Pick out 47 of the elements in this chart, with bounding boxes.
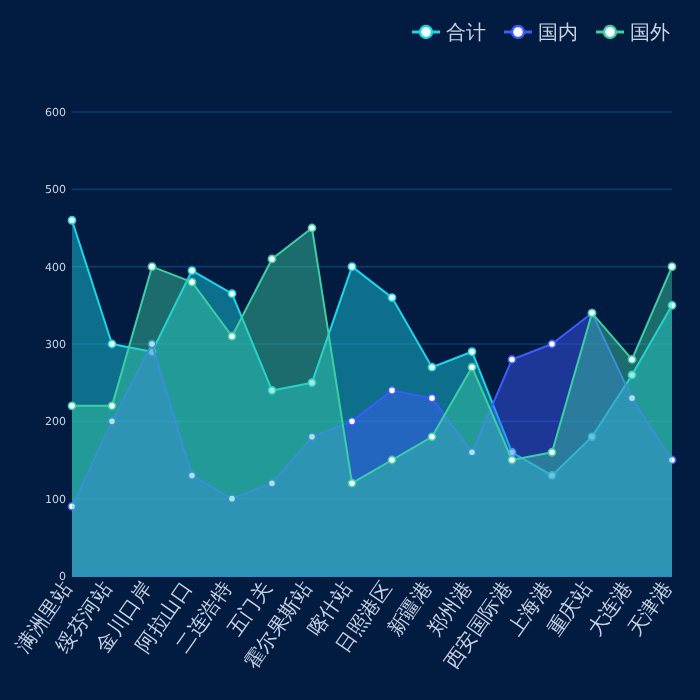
- point: [467, 347, 477, 357]
- point: [107, 401, 117, 411]
- point: [467, 362, 477, 372]
- point: [627, 393, 637, 403]
- point: [107, 416, 117, 426]
- point: [627, 370, 637, 380]
- point: [267, 386, 277, 395]
- point: [227, 289, 237, 299]
- point: [427, 362, 437, 372]
- point: [67, 401, 77, 411]
- legend-label: 国外: [630, 23, 670, 45]
- point: [187, 471, 197, 480]
- point: [267, 478, 277, 488]
- point: [227, 494, 237, 504]
- point: [147, 339, 157, 349]
- point: [507, 455, 517, 465]
- legend-label: 合计: [446, 21, 486, 45]
- point: [307, 378, 317, 388]
- point: [307, 223, 317, 233]
- point: [667, 300, 677, 310]
- point: [467, 447, 477, 457]
- point: [147, 262, 157, 272]
- legend-label: 国内: [538, 21, 578, 45]
- point: [67, 215, 77, 225]
- point: [347, 416, 357, 426]
- point: [267, 254, 277, 264]
- point: [187, 266, 197, 275]
- point: [107, 339, 117, 349]
- point: [667, 262, 677, 272]
- point: [227, 331, 237, 341]
- point: [187, 277, 197, 287]
- point: [307, 432, 317, 442]
- point: [387, 386, 397, 395]
- point: [507, 355, 517, 364]
- point: [547, 447, 557, 457]
- point: [387, 293, 397, 302]
- point: [67, 502, 77, 511]
- point: [627, 355, 637, 364]
- point: [347, 478, 357, 488]
- point: [667, 455, 677, 465]
- point: [427, 393, 437, 403]
- point: [547, 471, 557, 480]
- point: [587, 432, 597, 442]
- point: [347, 262, 357, 272]
- point: [387, 455, 397, 465]
- point: [547, 339, 557, 349]
- point: [427, 432, 437, 442]
